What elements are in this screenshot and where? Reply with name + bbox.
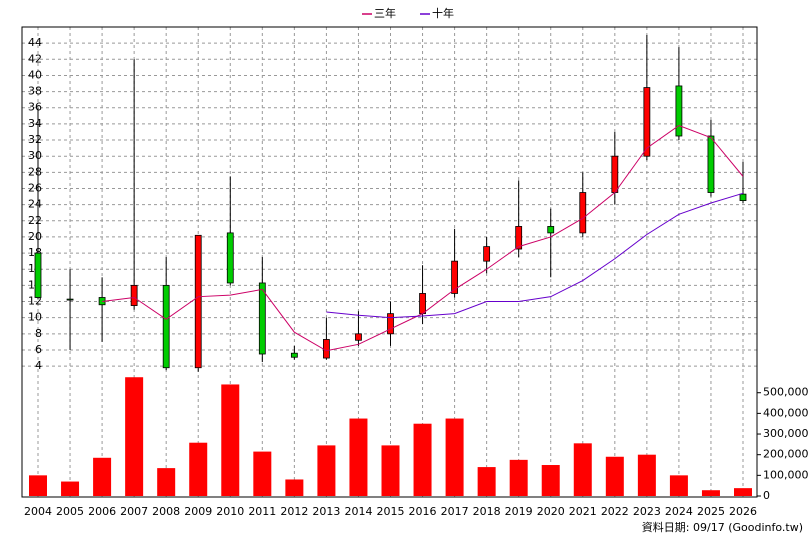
y-tick-label: 34 [28, 117, 42, 130]
volume-bar [477, 467, 496, 496]
x-tick-label: 2005 [56, 505, 84, 518]
y2-tick-label: 0 [763, 489, 770, 502]
candle-body [162, 284, 170, 369]
candle-body [675, 85, 683, 137]
volume-bar [93, 457, 112, 496]
x-tick-label: 2008 [152, 505, 180, 518]
candle-body [419, 293, 426, 315]
y-tick-label: 30 [28, 149, 42, 162]
x-tick-label: 2007 [120, 505, 148, 518]
y-tick-label: 6 [35, 343, 42, 356]
x-tick-label: 2020 [537, 505, 565, 518]
y2-tick-label: 500,000 [763, 386, 808, 399]
candle-body [451, 260, 458, 294]
volume-bar [381, 445, 400, 496]
candle-body [258, 282, 266, 355]
y-tick-label: 24 [28, 198, 42, 211]
legend-label: 三年 [374, 6, 396, 20]
y-tick-label: 38 [28, 85, 42, 98]
x-tick-label: 2009 [184, 505, 212, 518]
y-tick-label: 26 [28, 181, 42, 194]
x-tick-label: 2022 [601, 505, 629, 518]
x-tick-label: 2024 [665, 505, 693, 518]
candle-body [707, 135, 715, 193]
y-tick-label: 36 [28, 101, 42, 114]
y2-tick-label: 100,000 [763, 468, 808, 481]
volume-bar [125, 377, 144, 496]
x-tick-label: 2011 [248, 505, 276, 518]
x-tick-label: 2015 [377, 505, 405, 518]
x-tick-label: 2010 [216, 505, 244, 518]
candle-body [66, 298, 74, 301]
x-tick-label: 2019 [505, 505, 533, 518]
x-tick-label: 2016 [409, 505, 437, 518]
x-tick-label: 2012 [280, 505, 308, 518]
y-tick-label: 40 [28, 68, 42, 81]
y-tick-label: 32 [28, 133, 42, 146]
source-note: 資料日期: 09/17 (Goodinfo.tw) [642, 520, 803, 534]
x-tick-label: 2023 [633, 505, 661, 518]
candle-body [323, 339, 330, 359]
volume-bar [29, 475, 47, 496]
x-tick-label: 2013 [312, 505, 340, 518]
candle-body [130, 284, 138, 306]
candle-body [547, 226, 555, 234]
volume-bar [413, 423, 432, 496]
y-tick-label: 4 [35, 359, 42, 372]
x-tick-label: 2021 [569, 505, 597, 518]
volume-bar [253, 451, 272, 496]
x-tick-label: 2006 [88, 505, 116, 518]
x-tick-label: 2017 [441, 505, 469, 518]
candle-body [611, 155, 619, 193]
volume-bar [349, 418, 368, 496]
volume-bar [573, 443, 592, 496]
candle-body [226, 232, 234, 284]
x-tick-label: 2004 [24, 505, 52, 518]
y2-tick-label: 200,000 [763, 448, 808, 461]
volume-bar [221, 384, 240, 496]
y2-tick-label: 300,000 [763, 427, 808, 440]
x-tick-label: 2026 [729, 505, 757, 518]
volume-bar [317, 445, 336, 496]
legend-label: 十年 [432, 6, 454, 20]
y-tick-label: 42 [28, 52, 42, 65]
volume-bar [445, 418, 464, 496]
volume-bar [157, 468, 176, 496]
volume-bar [669, 475, 688, 496]
candle-body [355, 333, 362, 341]
volume-bar [605, 456, 624, 496]
volume-bar [285, 479, 304, 496]
volume-bar [61, 481, 80, 496]
y2-tick-label: 400,000 [763, 406, 808, 419]
x-tick-label: 2025 [697, 505, 725, 518]
candle-body [34, 252, 42, 298]
candle-body [194, 234, 202, 369]
volume-bar [541, 465, 560, 496]
y-tick-label: 28 [28, 165, 42, 178]
y-tick-label: 8 [35, 327, 42, 340]
y-tick-label: 20 [28, 230, 42, 243]
candle-body [387, 313, 394, 335]
plot-frame [21, 26, 758, 498]
x-tick-label: 2018 [473, 505, 501, 518]
volume-bar [509, 459, 528, 496]
volume-bar [189, 442, 208, 496]
volume-bar [701, 490, 720, 496]
volume-bar [734, 488, 752, 496]
candle-body [579, 192, 587, 234]
candle-body [643, 87, 651, 157]
candle-body [515, 226, 523, 250]
y-tick-label: 44 [28, 36, 42, 49]
y-tick-label: 10 [28, 311, 42, 324]
x-tick-label: 2014 [344, 505, 372, 518]
y-tick-label: 22 [28, 214, 42, 227]
candle-body [483, 246, 491, 262]
ma-line [326, 192, 744, 319]
candle-body [739, 193, 747, 201]
ma-line [102, 124, 744, 352]
candle-body [290, 352, 298, 358]
volume-bar [637, 454, 656, 496]
